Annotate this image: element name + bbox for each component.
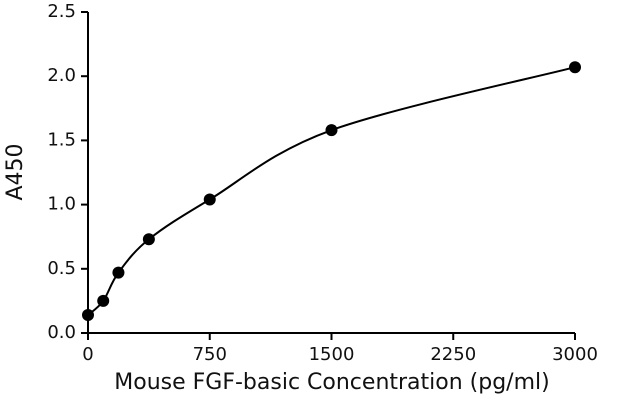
y-axis-label: A450 xyxy=(3,143,28,200)
fit-curve xyxy=(87,66,576,316)
data-point xyxy=(82,309,94,322)
data-point xyxy=(569,61,581,74)
y-tick-label: 0.5 xyxy=(47,258,76,279)
x-tick-label: 3000 xyxy=(552,344,598,365)
data-point xyxy=(325,124,338,137)
x-tick-label: 750 xyxy=(193,344,227,365)
x-axis-label: Mouse FGF-basic Concentration (pg/ml) xyxy=(114,370,549,395)
x-tick-label: 0 xyxy=(82,344,93,365)
x-tick-label: 1500 xyxy=(309,344,355,365)
y-tick-label: 1.5 xyxy=(47,129,76,150)
data-point xyxy=(142,233,155,246)
y-tick-label: 2.0 xyxy=(47,65,76,86)
data-point xyxy=(112,266,125,279)
y-tick-label: 1.0 xyxy=(47,194,76,215)
x-tick-label: 2250 xyxy=(430,344,476,365)
data-point xyxy=(203,193,216,206)
y-tick-label: 0.0 xyxy=(47,322,76,343)
data-point xyxy=(97,294,110,307)
y-tick-label: 2.5 xyxy=(47,1,76,22)
